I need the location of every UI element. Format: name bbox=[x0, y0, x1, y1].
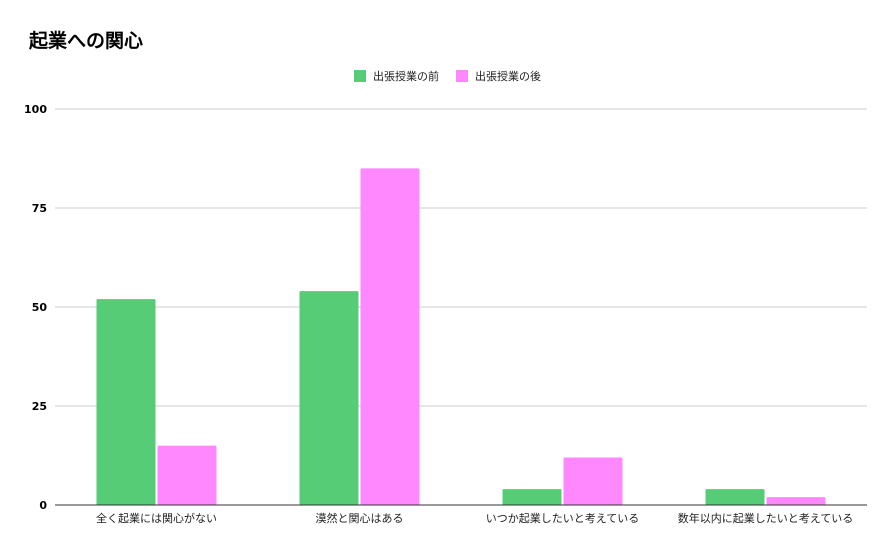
x-tick-label: 全く起業には関心がない bbox=[96, 511, 217, 525]
bar-2 bbox=[360, 168, 420, 505]
grid-lines bbox=[55, 108, 867, 407]
y-tick-label: 0 bbox=[39, 499, 47, 512]
legend-swatch bbox=[354, 70, 366, 82]
bar-1 bbox=[502, 489, 562, 505]
bar-1 bbox=[705, 489, 765, 505]
bar-2 bbox=[766, 497, 826, 505]
axis: 0 25 50 75 100 全く起業には関心がない 漠然と関心はある いつか起業したいと考え… bbox=[24, 103, 867, 525]
bar-1 bbox=[96, 299, 156, 505]
legend: 出張授業の前 出張授業の後 bbox=[354, 69, 541, 83]
y-tick-label: 25 bbox=[32, 400, 47, 413]
x-tick-label: 漠然と関心はある bbox=[316, 511, 404, 525]
legend-label: 出張授業の前 bbox=[373, 69, 439, 83]
bar-2 bbox=[563, 457, 623, 505]
x-tick-label: いつか起業したいと考えている bbox=[486, 512, 639, 525]
x-tick-label: 数年以内に起業したいと考えている bbox=[678, 511, 853, 525]
legend-label: 出張授業の後 bbox=[475, 69, 541, 83]
y-tick-label: 75 bbox=[32, 202, 47, 215]
chart-title: 起業への関心 bbox=[29, 30, 144, 52]
bar-2 bbox=[157, 445, 217, 505]
y-tick-label: 50 bbox=[32, 301, 48, 314]
bar-1 bbox=[299, 291, 359, 505]
y-tick-label: 100 bbox=[24, 103, 47, 116]
legend-swatch bbox=[456, 70, 468, 82]
bars bbox=[96, 168, 826, 505]
